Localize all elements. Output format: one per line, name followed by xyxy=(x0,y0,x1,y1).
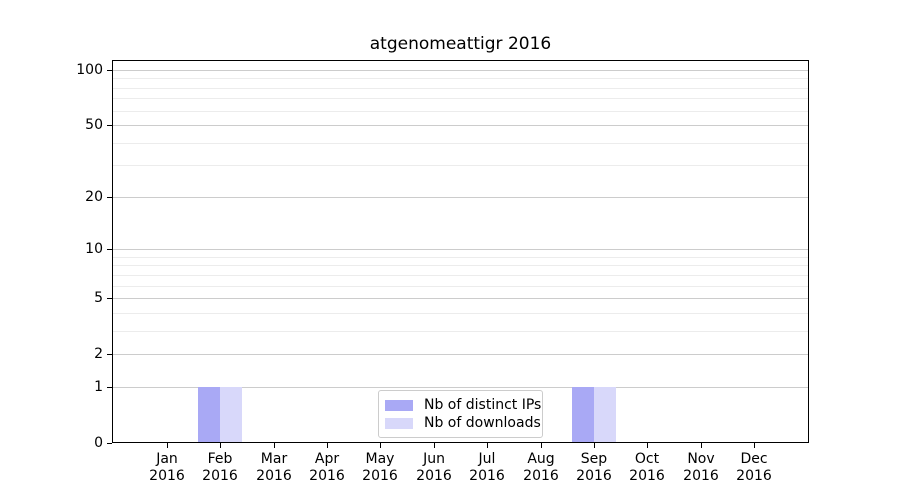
bar-sep-downloads xyxy=(594,387,616,443)
x-tick-jan xyxy=(167,443,168,448)
minor-gridline-80 xyxy=(112,88,809,89)
y-tick-50 xyxy=(107,125,112,126)
x-tick-month-nov: Nov xyxy=(687,451,715,467)
y-tick-label-100: 100 xyxy=(76,62,103,78)
x-tick-sep xyxy=(594,443,595,448)
x-tick-label-may: May 2016 xyxy=(348,451,412,485)
x-tick-may xyxy=(380,443,381,448)
chart-title: atgenomeattigr 2016 xyxy=(369,34,552,54)
legend-label-distinct-ips: Nb of distinct IPs xyxy=(424,397,542,413)
x-tick-year-may: 2016 xyxy=(362,468,398,484)
legend-swatch-distinct-ips-icon xyxy=(385,399,413,411)
major-gridline-10 xyxy=(112,249,809,250)
major-gridline-100 xyxy=(112,70,809,71)
x-tick-label-apr: Apr 2016 xyxy=(295,451,359,485)
x-tick-year-feb: 2016 xyxy=(202,468,238,484)
major-gridline-20 xyxy=(112,197,809,198)
x-tick-oct xyxy=(647,443,648,448)
y-tick-label-2: 2 xyxy=(94,346,103,362)
x-tick-apr xyxy=(327,443,328,448)
x-tick-label-jan: Jan 2016 xyxy=(135,451,199,485)
y-tick-label-20: 20 xyxy=(85,189,103,205)
x-tick-jul xyxy=(487,443,488,448)
x-tick-label-feb: Feb 2016 xyxy=(188,451,252,485)
minor-gridline-30 xyxy=(112,165,809,166)
y-tick-100 xyxy=(107,70,112,71)
x-tick-month-jan: Jan xyxy=(156,451,178,467)
bar-feb-downloads xyxy=(220,387,242,443)
x-tick-label-oct: Oct 2016 xyxy=(615,451,679,485)
legend-swatch-downloads-icon xyxy=(385,417,413,429)
y-tick-label-50: 50 xyxy=(85,117,103,133)
x-tick-nov xyxy=(701,443,702,448)
x-tick-year-jun: 2016 xyxy=(416,468,452,484)
x-tick-year-nov: 2016 xyxy=(683,468,719,484)
minor-gridline-40 xyxy=(112,143,809,144)
legend: Nb of distinct IPs Nb of downloads xyxy=(378,390,543,438)
x-tick-mar xyxy=(274,443,275,448)
y-tick-2 xyxy=(107,354,112,355)
bar-feb-distinct-ips xyxy=(198,387,220,443)
legend-item-downloads: Nb of downloads xyxy=(385,415,541,431)
y-tick-label-0: 0 xyxy=(94,435,103,451)
x-tick-feb xyxy=(220,443,221,448)
y-tick-label-5: 5 xyxy=(94,290,103,306)
x-tick-aug xyxy=(541,443,542,448)
x-tick-label-nov: Nov 2016 xyxy=(669,451,733,485)
x-tick-year-jul: 2016 xyxy=(469,468,505,484)
y-tick-1 xyxy=(107,387,112,388)
x-tick-year-dec: 2016 xyxy=(736,468,772,484)
minor-gridline-6 xyxy=(112,286,809,287)
legend-item-distinct-ips: Nb of distinct IPs xyxy=(385,397,541,413)
legend-label-downloads: Nb of downloads xyxy=(424,415,541,431)
x-tick-year-oct: 2016 xyxy=(629,468,665,484)
x-tick-label-mar: Mar 2016 xyxy=(242,451,306,485)
x-tick-month-oct: Oct xyxy=(634,451,660,467)
x-tick-month-apr: Apr xyxy=(314,451,340,467)
minor-gridline-60 xyxy=(112,111,809,112)
x-tick-month-sep: Sep xyxy=(580,451,608,467)
y-tick-20 xyxy=(107,197,112,198)
x-tick-year-aug: 2016 xyxy=(523,468,559,484)
y-tick-0 xyxy=(107,443,112,444)
y-tick-label-10: 10 xyxy=(85,241,103,257)
plot-border xyxy=(112,60,809,443)
major-gridline-5 xyxy=(112,298,809,299)
y-tick-label-1: 1 xyxy=(94,379,103,395)
minor-gridline-3 xyxy=(112,331,809,332)
plot-area xyxy=(112,60,809,443)
major-gridline-1 xyxy=(112,387,809,388)
major-gridline-2 xyxy=(112,354,809,355)
x-tick-label-dec: Dec 2016 xyxy=(722,451,786,485)
x-tick-month-dec: Dec xyxy=(740,451,768,467)
x-tick-label-jul: Jul 2016 xyxy=(455,451,519,485)
x-tick-month-aug: Aug xyxy=(527,451,555,467)
minor-gridline-8 xyxy=(112,265,809,266)
x-tick-month-may: May xyxy=(365,451,395,467)
x-tick-year-mar: 2016 xyxy=(256,468,292,484)
x-tick-label-jun: Jun 2016 xyxy=(402,451,466,485)
x-tick-month-mar: Mar xyxy=(260,451,288,467)
y-tick-5 xyxy=(107,298,112,299)
x-tick-month-jun: Jun xyxy=(423,451,445,467)
x-tick-label-sep: Sep 2016 xyxy=(562,451,626,485)
major-gridline-50 xyxy=(112,125,809,126)
x-tick-label-aug: Aug 2016 xyxy=(509,451,573,485)
x-tick-dec xyxy=(754,443,755,448)
minor-gridline-90 xyxy=(112,78,809,79)
minor-gridline-7 xyxy=(112,275,809,276)
minor-gridline-4 xyxy=(112,313,809,314)
minor-gridline-9 xyxy=(112,257,809,258)
bar-sep-distinct-ips xyxy=(572,387,594,443)
y-tick-10 xyxy=(107,249,112,250)
x-tick-year-apr: 2016 xyxy=(309,468,345,484)
x-tick-year-jan: 2016 xyxy=(149,468,185,484)
minor-gridline-70 xyxy=(112,98,809,99)
x-tick-month-jul: Jul xyxy=(478,451,496,467)
x-tick-year-sep: 2016 xyxy=(576,468,612,484)
x-tick-jun xyxy=(434,443,435,448)
x-tick-month-feb: Feb xyxy=(207,451,233,467)
